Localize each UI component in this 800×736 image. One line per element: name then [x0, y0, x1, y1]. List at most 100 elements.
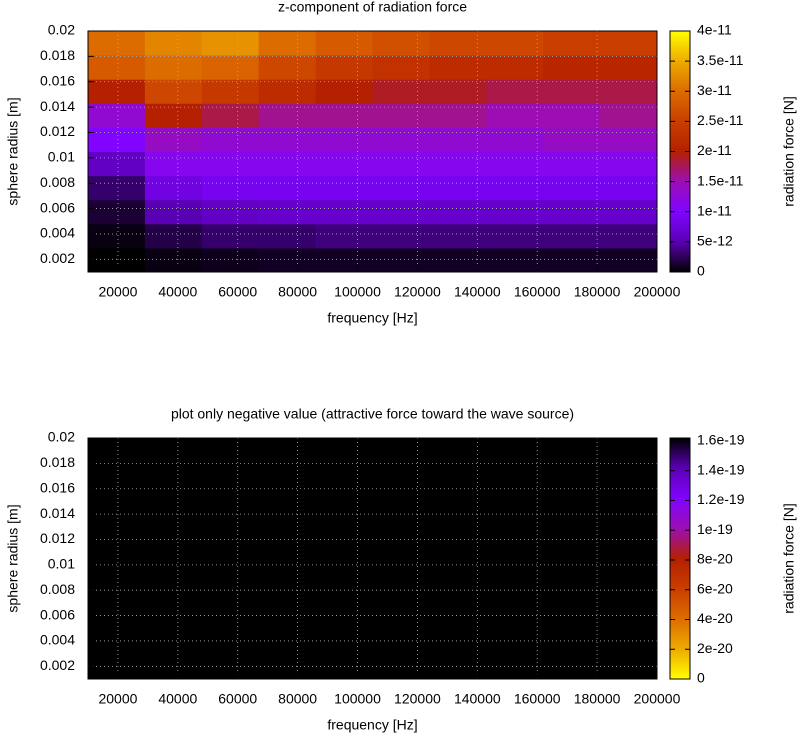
colorbar-tick-label: 0 — [697, 263, 705, 279]
x-tick-label: 180000 — [574, 691, 621, 707]
heat-cell — [258, 31, 317, 56]
colorbar-tick-label: 3.5e-11 — [697, 52, 744, 68]
chart-title: plot only negative value (attractive for… — [171, 406, 574, 422]
heat-cell — [486, 79, 544, 104]
heat-cell — [429, 223, 487, 249]
y-tick-label: 0.006 — [40, 606, 75, 622]
y-tick-label: 0.014 — [40, 98, 75, 114]
plot-frame — [87, 437, 658, 680]
heat-cell — [88, 199, 146, 225]
heat-cell — [315, 247, 373, 273]
colorbar-tick-label: 2e-20 — [697, 640, 733, 656]
heat-cell — [543, 247, 601, 273]
heat-cell — [372, 223, 430, 249]
heat-cell — [429, 127, 487, 152]
heat-cell — [600, 55, 658, 80]
x-tick-label: 200000 — [634, 284, 681, 300]
heat-cell — [486, 223, 544, 249]
heat-cell — [315, 151, 373, 177]
heat-cell — [429, 55, 487, 80]
colorbar-tick-label: 1e-11 — [697, 202, 732, 218]
heat-cell — [372, 31, 430, 56]
heat-cell — [543, 79, 601, 104]
x-tick-label: 140000 — [454, 284, 501, 300]
colorbar — [669, 437, 691, 680]
x-tick-label: 160000 — [514, 284, 561, 300]
heat-cell — [429, 247, 487, 273]
chart-title: z-component of radiation force — [278, 0, 467, 15]
heat-cell — [372, 175, 430, 201]
heat-cell — [543, 103, 601, 128]
heat-cell — [144, 103, 203, 128]
heat-cell — [372, 151, 430, 177]
heat-cell — [201, 127, 260, 152]
heat-cell — [201, 151, 260, 177]
y-tick-label: 0.018 — [40, 454, 75, 470]
y-tick-label: 0.008 — [40, 174, 75, 190]
y-tick-label: 0.012 — [40, 123, 75, 139]
heat-cell — [88, 175, 146, 201]
colorbar-tick-label: 3e-11 — [697, 82, 732, 98]
y-tick-label: 0.016 — [40, 72, 75, 88]
y-tick-label: 0.008 — [40, 581, 75, 597]
heat-cell — [429, 151, 487, 177]
colorbar-tick-label: 1.4e-19 — [697, 461, 745, 477]
colorbar-tick-label: 6e-20 — [697, 580, 733, 596]
x-tick-label: 100000 — [334, 284, 381, 300]
heat-cell — [486, 127, 544, 152]
heat-cell — [486, 247, 544, 273]
heat-cell — [600, 127, 658, 152]
heat-cell — [201, 31, 260, 56]
heat-cell — [258, 127, 317, 152]
heat-cell — [600, 223, 658, 249]
y-tick-label: 0.004 — [40, 632, 75, 648]
heat-cell — [543, 127, 601, 152]
colorbar-tick-label: 4e-11 — [697, 22, 732, 38]
y-tick-label: 0.018 — [40, 47, 75, 63]
x-axis-label: frequency [Hz] — [327, 310, 417, 326]
x-tick-label: 120000 — [394, 284, 441, 300]
heat-cell — [144, 31, 203, 56]
heat-cell — [144, 79, 203, 104]
heat-cell — [429, 199, 487, 225]
heat-cell — [144, 175, 203, 201]
y-tick-label: 0.02 — [48, 429, 75, 445]
heat-cell — [315, 55, 373, 80]
heat-cell — [486, 103, 544, 128]
heat-cell — [258, 199, 317, 225]
colorbar-tick-label: 5e-12 — [697, 233, 733, 249]
heat-cell — [315, 199, 373, 225]
y-tick-label: 0.002 — [40, 657, 75, 673]
y-tick-label: 0.01 — [48, 556, 75, 572]
heat-cell — [258, 247, 317, 273]
heat-cell — [258, 79, 317, 104]
heat-cell — [372, 79, 430, 104]
heat-cell — [600, 31, 658, 56]
colorbar-tick-label: 1e-19 — [697, 521, 733, 537]
colorbar-label: radiation force [N] — [781, 96, 797, 207]
x-tick-label: 120000 — [394, 691, 441, 707]
heat-cell — [372, 103, 430, 128]
heat-cell — [543, 55, 601, 80]
colorbar-tick-label: 1.2e-19 — [697, 491, 745, 507]
x-tick-label: 160000 — [514, 691, 561, 707]
heat-cell — [258, 151, 317, 177]
heat-cell — [144, 223, 203, 249]
y-tick-label: 0.002 — [40, 250, 75, 266]
heat-cell — [486, 151, 544, 177]
heat-cell — [201, 103, 260, 128]
heat-cell — [429, 31, 487, 56]
x-axis-label: frequency [Hz] — [327, 717, 417, 733]
heat-cell — [144, 55, 203, 80]
heat-cell — [543, 31, 601, 56]
heat-cell — [600, 151, 658, 177]
y-tick-label: 0.02 — [48, 22, 75, 38]
plot-frame — [87, 30, 658, 273]
heat-cell — [201, 79, 260, 104]
heat-cell — [201, 55, 260, 80]
heat-cell — [201, 199, 260, 225]
heat-cell — [201, 175, 260, 201]
x-tick-label: 20000 — [98, 691, 137, 707]
heat-cell — [315, 127, 373, 152]
